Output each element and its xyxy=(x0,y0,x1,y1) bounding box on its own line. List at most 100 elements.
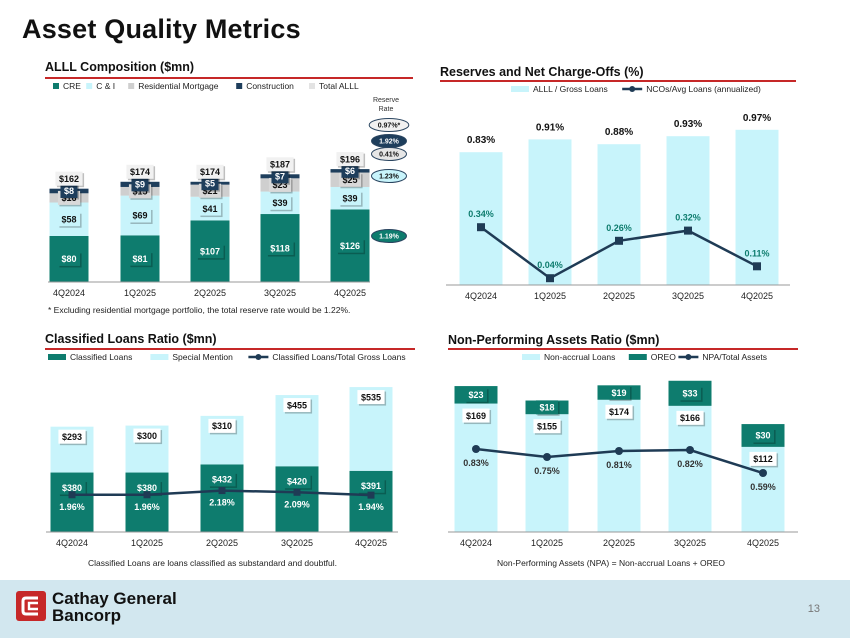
cathay-logo-icon xyxy=(16,591,46,621)
alll-label-resi-3: $23 xyxy=(272,180,287,190)
npa-ratio-label-3: 0.82% xyxy=(677,459,703,469)
classified-label-classified-1-box xyxy=(133,480,161,495)
alll-label-total-3-box xyxy=(266,157,294,172)
alll-reserve-rate-1: 1.92% xyxy=(379,139,400,146)
classified-label-classified-4-box xyxy=(357,478,385,493)
npa-label-nonaccrual-0-box xyxy=(462,408,490,423)
classified-label-special-1-box xyxy=(133,428,161,443)
alll-legend-text-2: Residential Mortgage xyxy=(138,81,219,91)
npa-bar-nonaccrual-2 xyxy=(597,399,641,532)
alll-label-ci-3-box xyxy=(268,195,292,210)
alll-reserve-rate-pill-2 xyxy=(371,147,407,161)
classified-ratio-marker-1 xyxy=(143,491,151,499)
npa-label-nonaccrual-0: $169 xyxy=(466,411,486,421)
reserves-nco-label-3: 0.32% xyxy=(675,213,701,223)
classified-label-special-0: $293 xyxy=(62,432,82,442)
npa-ratio-marker-2 xyxy=(615,447,623,455)
reserves-nco-label-1: 0.04% xyxy=(537,260,563,270)
alll-label-total-2: $174 xyxy=(200,167,220,177)
alll-reserve-rate-pill-4 xyxy=(371,229,407,243)
alll-legend-text-3: Construction xyxy=(246,81,294,91)
npa-label-nonaccrual-2: $174 xyxy=(609,407,629,417)
alll-label-ci-3: $39 xyxy=(272,198,287,208)
reserves-chart-title: Reserves and Net Charge-Offs (%) xyxy=(440,65,644,79)
alll-legend-text-4: Total ALLL xyxy=(319,81,359,91)
reserves-nco-label-4: 0.11% xyxy=(744,248,769,258)
alll-label-total-4: $196 xyxy=(340,154,360,164)
alll-label-const-3: $7 xyxy=(275,172,285,182)
classified-label-classified-1: $380 xyxy=(137,483,157,493)
alll-reserve-rate-2: 0.41% xyxy=(379,152,400,159)
alll-label-cre-1: $81 xyxy=(132,254,147,264)
reserves-x-tick-2: 2Q2025 xyxy=(603,291,635,301)
npa-label-oreo-4-box xyxy=(751,428,775,443)
npa-label-oreo-3: $33 xyxy=(682,389,697,399)
alll-label-total-4-box xyxy=(336,152,364,167)
npa-bar-nonaccrual-0 xyxy=(454,403,498,532)
reserves-bar-label-2: 0.88% xyxy=(605,127,633,138)
npa-ratio-label-4: 0.59% xyxy=(750,482,776,492)
alll-title-rule xyxy=(45,77,413,79)
alll-label-cre-2: $107 xyxy=(200,246,220,256)
reserves-bar-2 xyxy=(597,144,641,285)
alll-legend-swatch-4 xyxy=(309,83,315,89)
reserves-bar-0 xyxy=(459,152,503,285)
classified-legend-text-2: Classified Loans/Total Gross Loans xyxy=(272,352,405,362)
alll-label-cre-0-box xyxy=(57,251,81,266)
npa-ratio-marker-4 xyxy=(759,469,767,477)
alll-x-tick-1: 1Q2025 xyxy=(124,288,156,298)
classified-label-special-1: $300 xyxy=(137,431,157,441)
reserves-legend-text-1: NCOs/Avg Loans (annualized) xyxy=(646,84,761,94)
reserves-bar-label-1: 0.91% xyxy=(536,122,564,133)
alll-label-total-1-box xyxy=(126,164,154,179)
alll-label-resi-1: $15 xyxy=(132,187,147,197)
alll-label-ci-0: $58 xyxy=(61,214,76,224)
alll-reserve-header-1: Reserve xyxy=(373,97,399,104)
npa-ratio-marker-1 xyxy=(543,453,551,461)
npa-title-rule xyxy=(448,348,798,350)
npa-bar-nonaccrual-3 xyxy=(668,405,712,532)
alll-reserve-rate-pill-3 xyxy=(371,169,407,183)
alll-legend-swatch-1 xyxy=(86,83,93,89)
npa-bar-nonaccrual-1 xyxy=(525,414,569,532)
company-name: Cathay General Bancorp xyxy=(52,590,177,624)
npa-label-nonaccrual-2-box xyxy=(605,404,633,419)
npa-legend-text-2: NPA/Total Assets xyxy=(702,352,767,362)
alll-label-const-4-box xyxy=(341,163,359,178)
npa-chart-title: Non-Performing Assets Ratio ($mn) xyxy=(448,333,660,347)
alll-label-const-1: $9 xyxy=(135,180,145,190)
alll-footnote: * Excluding residential mortgage portfol… xyxy=(48,305,351,315)
alll-label-ci-4-box xyxy=(338,191,362,206)
npa-ratio-label-1: 0.75% xyxy=(534,466,560,476)
npa-label-oreo-4: $30 xyxy=(755,431,770,441)
reserves-nco-label-0: 0.34% xyxy=(468,209,494,219)
alll-label-total-3: $187 xyxy=(270,160,290,170)
alll-label-cre-4: $126 xyxy=(340,241,360,251)
alll-legend-text-1: C & I xyxy=(96,81,115,91)
alll-reserve-rate-3: 1.23% xyxy=(379,174,400,181)
alll-label-const-3-box xyxy=(271,169,289,184)
alll-label-cre-0: $80 xyxy=(61,254,76,264)
alll-label-ci-4: $39 xyxy=(342,193,357,203)
classified-legend-marker-2 xyxy=(255,354,262,360)
company-name-line1: Cathay General xyxy=(52,589,177,608)
npa-label-nonaccrual-1: $155 xyxy=(537,421,557,431)
npa-footnote: Non-Performing Assets (NPA) = Non-accrua… xyxy=(497,558,726,568)
reserves-legend-text-0: ALLL / Gross Loans xyxy=(533,84,608,94)
classified-ratio-label-3: 2.09% xyxy=(284,499,310,509)
npa-ratio-marker-3 xyxy=(686,446,694,454)
reserves-bar-4 xyxy=(735,129,779,285)
alll-label-ci-2-box xyxy=(198,201,222,216)
npa-x-tick-1: 1Q2025 xyxy=(531,538,563,548)
classified-ratio-label-2: 2.18% xyxy=(209,498,235,508)
npa-label-nonaccrual-4: $112 xyxy=(753,454,773,464)
alll-reserve-rate-4: 1.19% xyxy=(379,234,400,241)
alll-label-cre-4-box xyxy=(336,238,364,253)
classified-label-special-2: $310 xyxy=(212,421,232,431)
alll-label-total-0: $162 xyxy=(59,174,79,184)
reserves-x-tick-1: 1Q2025 xyxy=(534,291,566,301)
npa-label-oreo-1: $18 xyxy=(539,403,554,413)
classified-x-tick-0: 4Q2024 xyxy=(56,538,88,548)
reserves-title-rule xyxy=(440,80,796,82)
npa-label-oreo-2-box xyxy=(607,385,631,400)
